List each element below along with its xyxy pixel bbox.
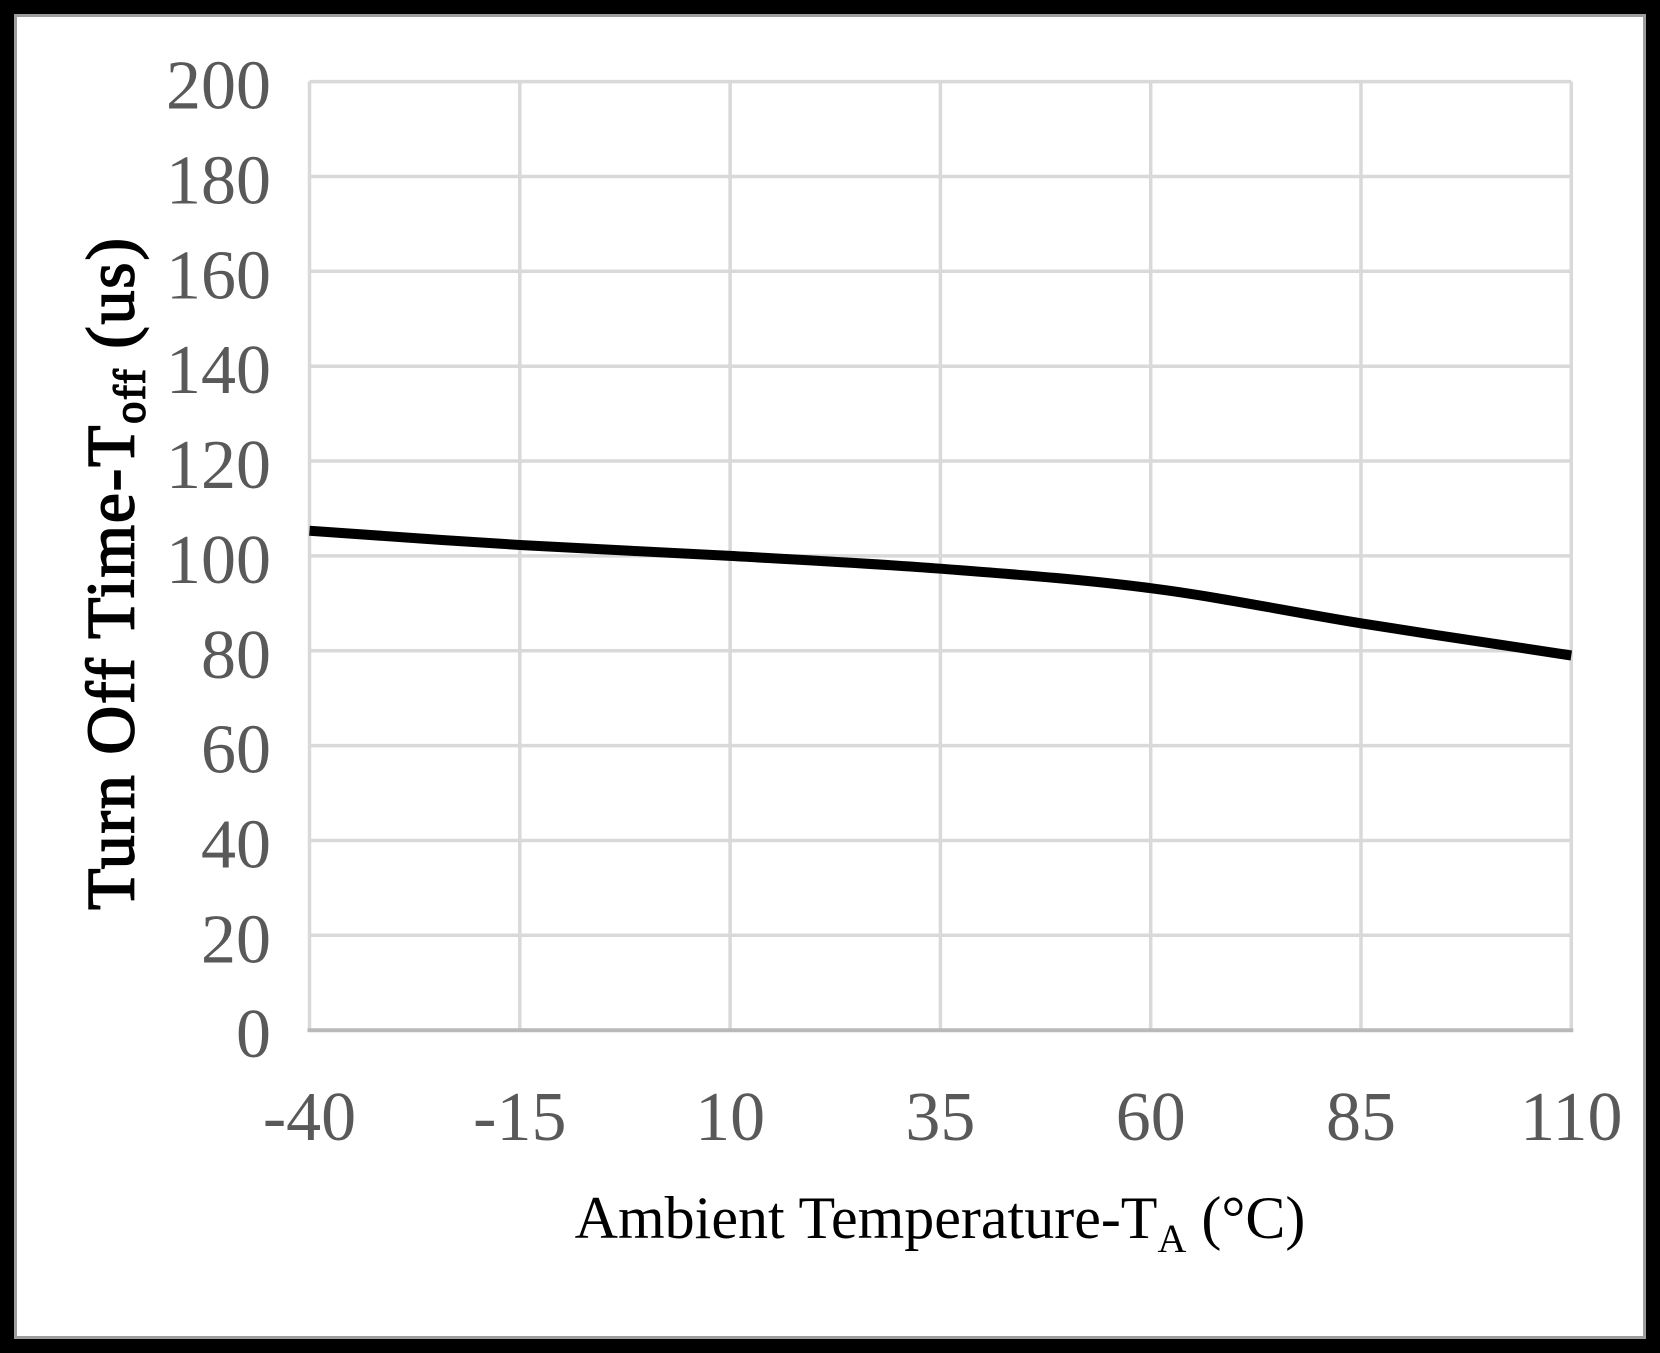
svg-text:160: 160 <box>166 237 271 314</box>
svg-text:60: 60 <box>201 712 271 789</box>
svg-text:Ambient Temperature-TA (°C): Ambient Temperature-TA (°C) <box>575 1185 1306 1261</box>
svg-text:85: 85 <box>1326 1079 1396 1156</box>
svg-text:40: 40 <box>201 807 271 884</box>
svg-text:35: 35 <box>905 1079 975 1156</box>
svg-text:Turn Off Time-Toff (us): Turn Off Time-Toff (us) <box>74 236 155 910</box>
svg-text:100: 100 <box>166 522 271 599</box>
svg-text:110: 110 <box>1520 1079 1622 1156</box>
svg-text:0: 0 <box>236 996 271 1073</box>
svg-text:180: 180 <box>166 143 271 220</box>
svg-text:10: 10 <box>695 1079 765 1156</box>
svg-text:120: 120 <box>166 427 271 504</box>
svg-text:200: 200 <box>166 48 271 125</box>
svg-text:80: 80 <box>201 617 271 694</box>
svg-text:-40: -40 <box>263 1079 356 1156</box>
svg-text:-15: -15 <box>473 1079 566 1156</box>
svg-text:60: 60 <box>1116 1079 1186 1156</box>
svg-text:140: 140 <box>166 332 271 409</box>
svg-text:20: 20 <box>201 901 271 978</box>
